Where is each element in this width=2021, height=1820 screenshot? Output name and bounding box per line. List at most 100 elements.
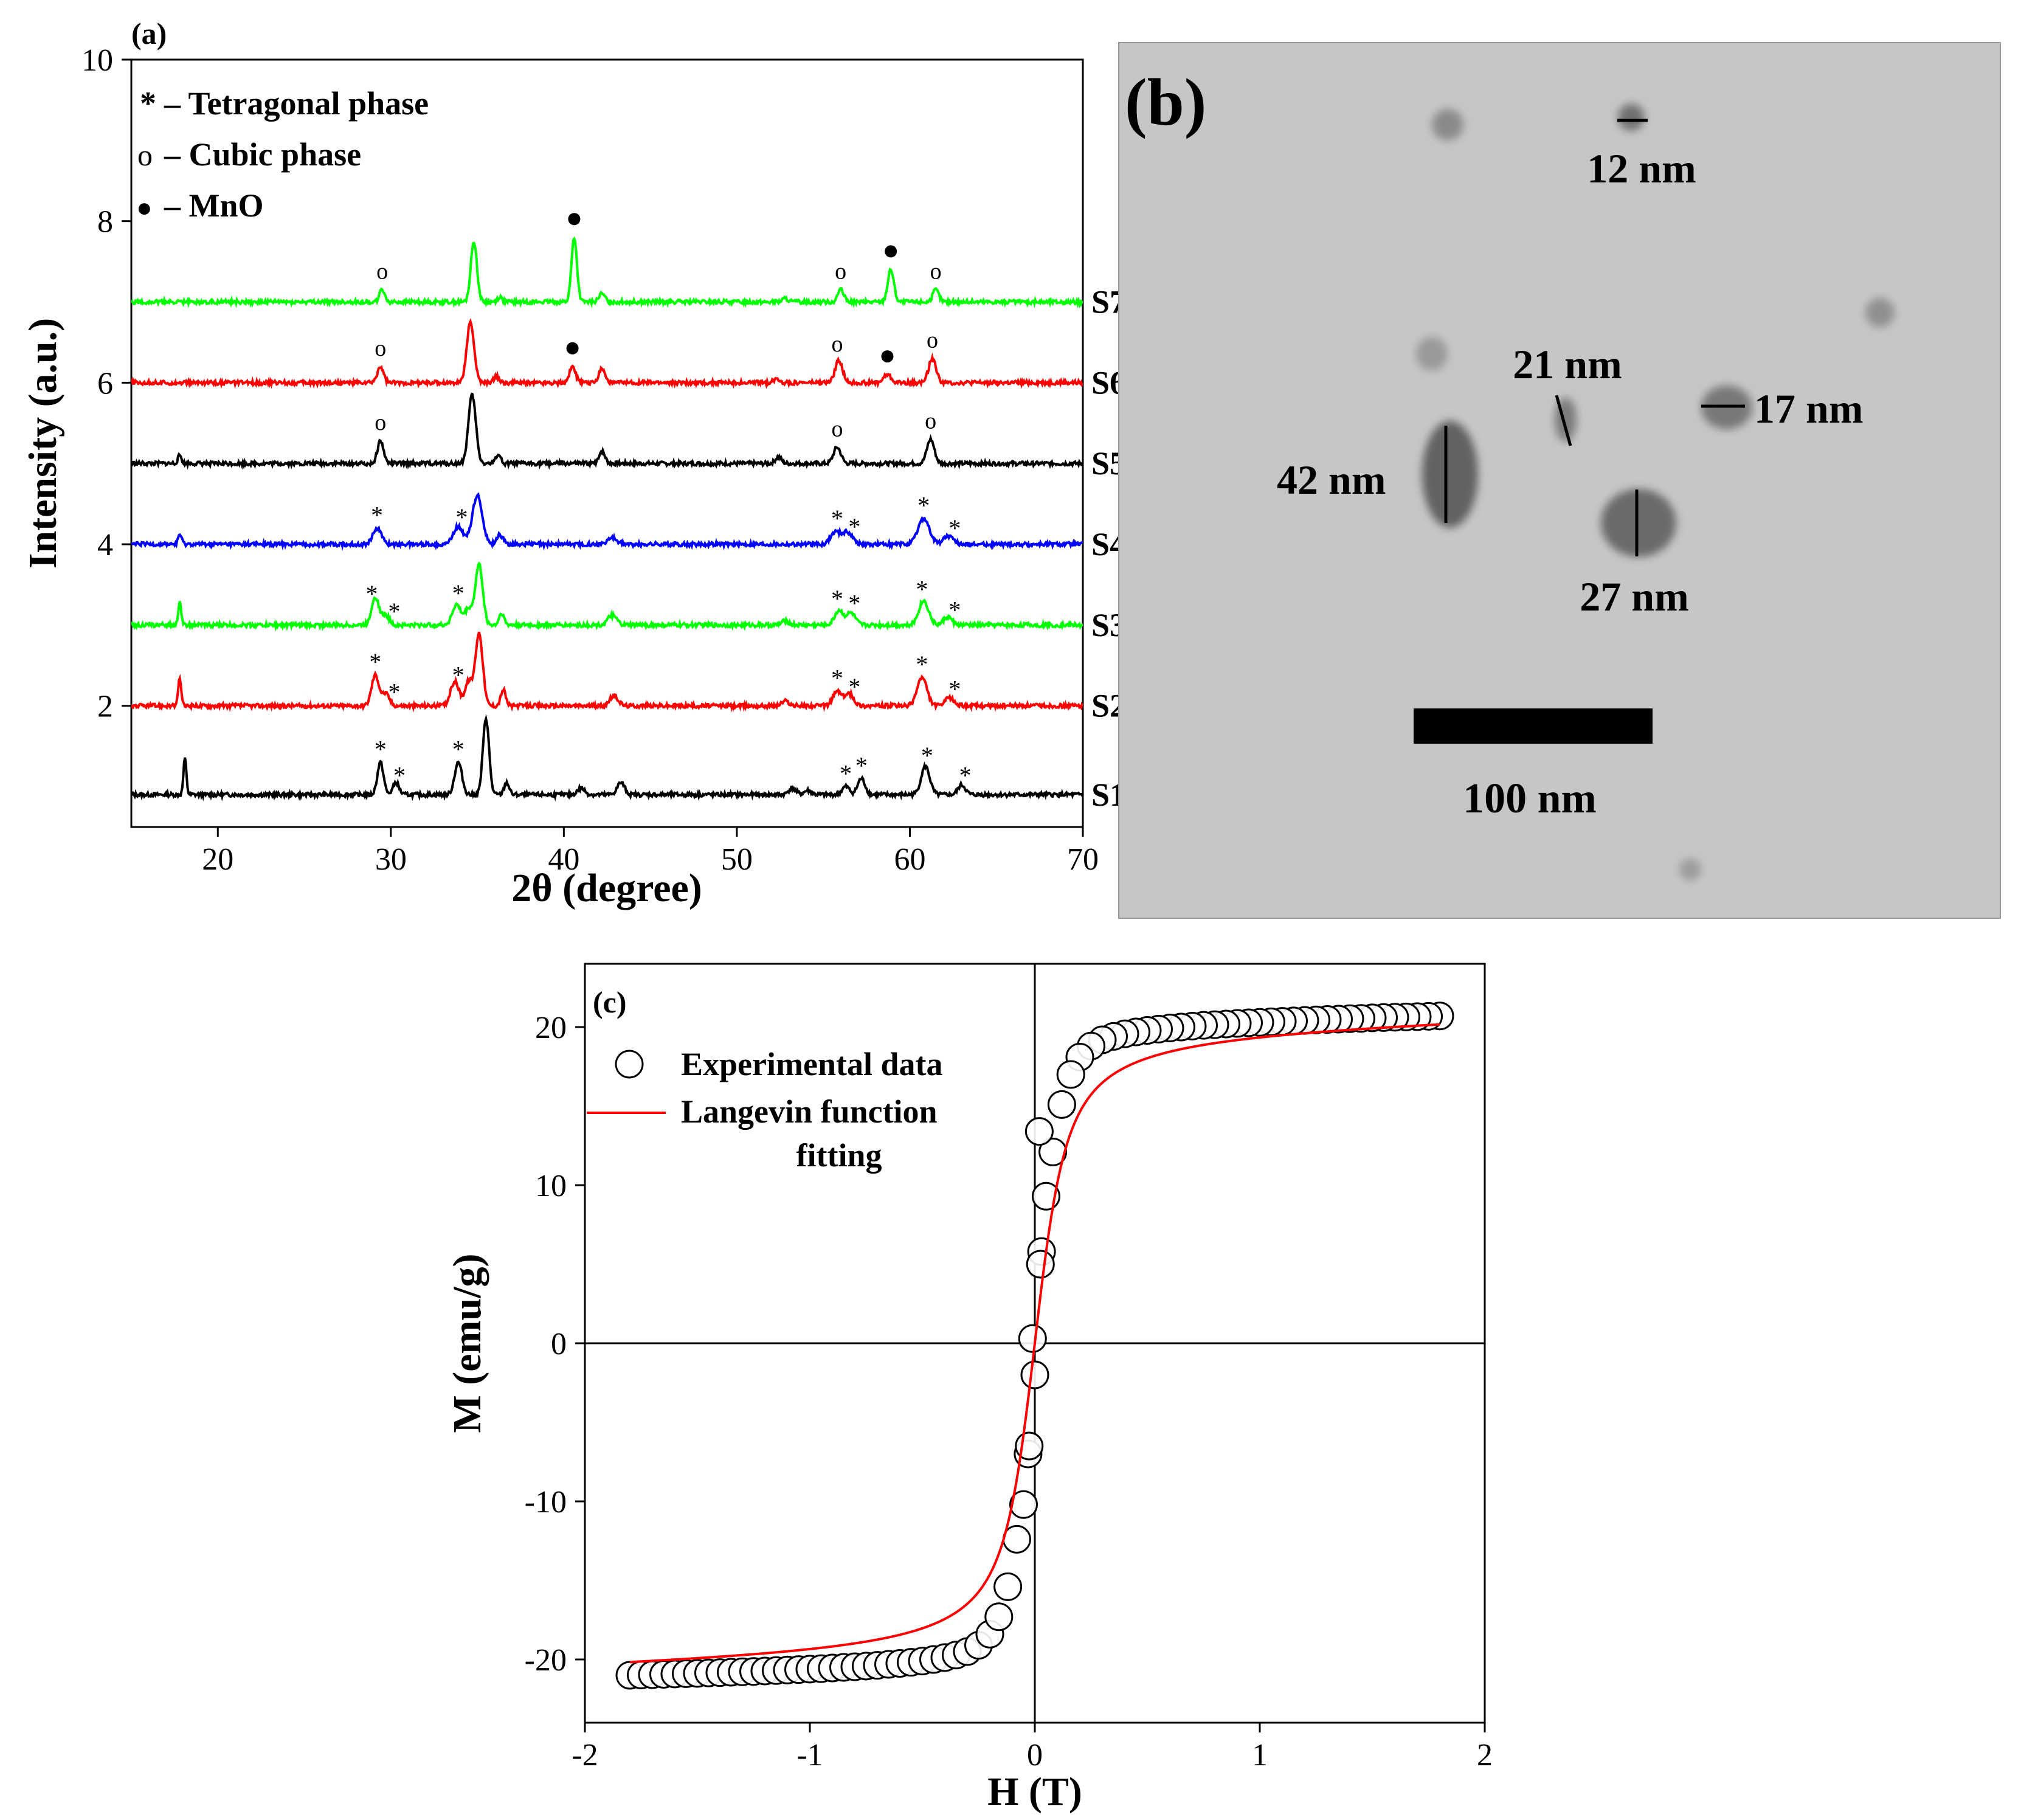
a-ytick-label-4: 4 [97, 528, 113, 562]
legend-experimental-symbol [615, 1050, 644, 1079]
marker-S4-0: * [371, 501, 383, 528]
experimental-point-34 [993, 1572, 1023, 1601]
legend-mno-symbol: ● [136, 193, 153, 223]
marker-S2-5: * [916, 651, 928, 678]
xrd-series-S4 [131, 492, 1083, 551]
a-xtick-label-60: 60 [894, 842, 925, 877]
legend-mno-text: – MnO [164, 187, 264, 224]
tem-scale-bar-label: 100 nm [1463, 775, 1597, 822]
panel-a-x-ticks: 20 30 40 50 60 70 [202, 827, 1099, 877]
marker-S3-6: * [948, 596, 961, 623]
marker-S7-2: o [835, 259, 846, 285]
experimental-point-39 [1020, 1360, 1049, 1389]
marker-S5-2: o [925, 408, 936, 434]
c-xtick-label-2: 2 [1477, 1738, 1493, 1773]
tem-measure-lines [1444, 119, 1745, 556]
marker-S3-1: * [389, 598, 401, 625]
marker-S4-5: * [948, 514, 961, 542]
c-ytick-label-20: 20 [535, 1011, 567, 1045]
c-xtick-label-1: 1 [1252, 1738, 1268, 1773]
experimental-point-80 [1024, 1117, 1054, 1146]
legend-fit-text-line-1: Langevin function [681, 1093, 938, 1130]
xrd-series-S1 [131, 714, 1083, 801]
panel-c-y-axis-label: M (emu/g) [445, 1253, 489, 1433]
xrd-line-S6 [131, 317, 1083, 390]
panel-a-legend: * – Tetragonal phase o – Cubic phase ● –… [136, 85, 429, 224]
experimental-point-79 [1026, 1250, 1055, 1279]
legend-fit-text-line-2: fitting [796, 1137, 882, 1174]
experimental-point-36 [1009, 1490, 1038, 1519]
panel-a-y-axis-label: Intensity (a.u.) [21, 318, 65, 569]
tem-label-21nm: 21 nm [1513, 341, 1622, 387]
xrd-line-S1 [131, 714, 1083, 801]
marker-S5-1: o [831, 417, 843, 442]
xrd-line-S7 [131, 236, 1083, 309]
legend-tetragonal-symbol: * [140, 85, 156, 122]
a-xtick-label-20: 20 [202, 842, 233, 877]
legend-cubic-text: – Cubic phase [164, 136, 361, 173]
experimental-point-40 [1018, 1324, 1047, 1353]
xrd-series-S7 [131, 236, 1083, 309]
tem-label-12nm: 12 nm [1587, 145, 1696, 192]
panel-c-label: (c) [593, 985, 627, 1019]
marker-S2-6: * [948, 675, 961, 702]
panel-c-y-ticks: -20 -10 0 10 20 [525, 1011, 585, 1678]
particle-faint-3 [1416, 337, 1448, 371]
experimental-point-76 [1038, 1137, 1068, 1166]
panel-a-phase-markers: **** * ***** * ****** * **** * * ***o o oo o oo o o [366, 213, 972, 789]
measure-line-21nm [1555, 395, 1572, 446]
panel-c-fit-group [629, 1023, 1440, 1664]
xrd-line-S3 [131, 561, 1083, 632]
marker-S6-4: o [927, 328, 938, 353]
marker-S6-0: o [375, 336, 386, 361]
marker-S3-5: * [916, 575, 928, 603]
panel-b-label: (b) [1125, 65, 1206, 139]
marker-S2-1: * [389, 678, 401, 705]
c-ytick-label-0: 0 [551, 1327, 567, 1362]
panel-c-x-ticks: -2 -1 0 1 2 [572, 1723, 1493, 1773]
c-xtick-label--2: -2 [572, 1738, 598, 1773]
panel-a-plot-frame [130, 58, 1084, 828]
marker-S1-3: * [840, 760, 852, 787]
particle-faint-2 [1865, 298, 1895, 327]
panel-a-label: (a) [131, 16, 167, 50]
c-ytick-label-10: 10 [535, 1169, 567, 1203]
marker-S4-2: * [831, 505, 843, 532]
a-ytick-label-10: 10 [81, 43, 113, 78]
marker-S4-4: * [917, 492, 930, 519]
legend-tetragonal-text: – Tetragonal phase [164, 85, 429, 122]
a-xtick-label-50: 50 [721, 842, 753, 877]
marker-S3-3: * [831, 585, 843, 612]
marker-S1-2: * [452, 736, 465, 763]
particle-12nm [1618, 104, 1645, 131]
c-ytick-label--20: -20 [525, 1643, 567, 1678]
marker-S1-6: * [959, 762, 972, 789]
marker-S5-0: o [375, 410, 386, 435]
marker-S4-1: * [455, 503, 468, 531]
marker-S7-0: o [376, 259, 388, 285]
panel-a-y-ticks: 2 4 6 8 10 [81, 43, 131, 724]
marker-S6-1 [566, 342, 579, 355]
xrd-series-S5 [131, 392, 1083, 470]
tem-label-27nm: 27 nm [1580, 573, 1688, 620]
tem-label-17nm: 17 nm [1754, 386, 1863, 432]
particle-faint-4 [1679, 859, 1701, 881]
xrd-series-S2 [131, 631, 1083, 713]
c-ytick-label--10: -10 [525, 1485, 567, 1520]
marker-S3-4: * [848, 589, 860, 617]
marker-S6-3 [881, 350, 894, 363]
marker-S1-4: * [855, 752, 868, 779]
panel-c-legend: Experimental data Langevin function fitt… [587, 1046, 942, 1174]
panel-a-x-axis-label: 2θ (degree) [511, 866, 702, 910]
xrd-line-S2 [131, 631, 1083, 713]
marker-S1-0: * [375, 736, 387, 763]
langevin-fit-line [629, 1023, 1440, 1664]
c-xtick-label--1: -1 [796, 1738, 823, 1773]
marker-S2-2: * [452, 661, 465, 688]
tem-frame [1118, 42, 2001, 919]
legend-experimental-text: Experimental data [681, 1046, 942, 1082]
a-ytick-label-8: 8 [97, 205, 113, 240]
panel-a-series-group [131, 236, 1083, 801]
